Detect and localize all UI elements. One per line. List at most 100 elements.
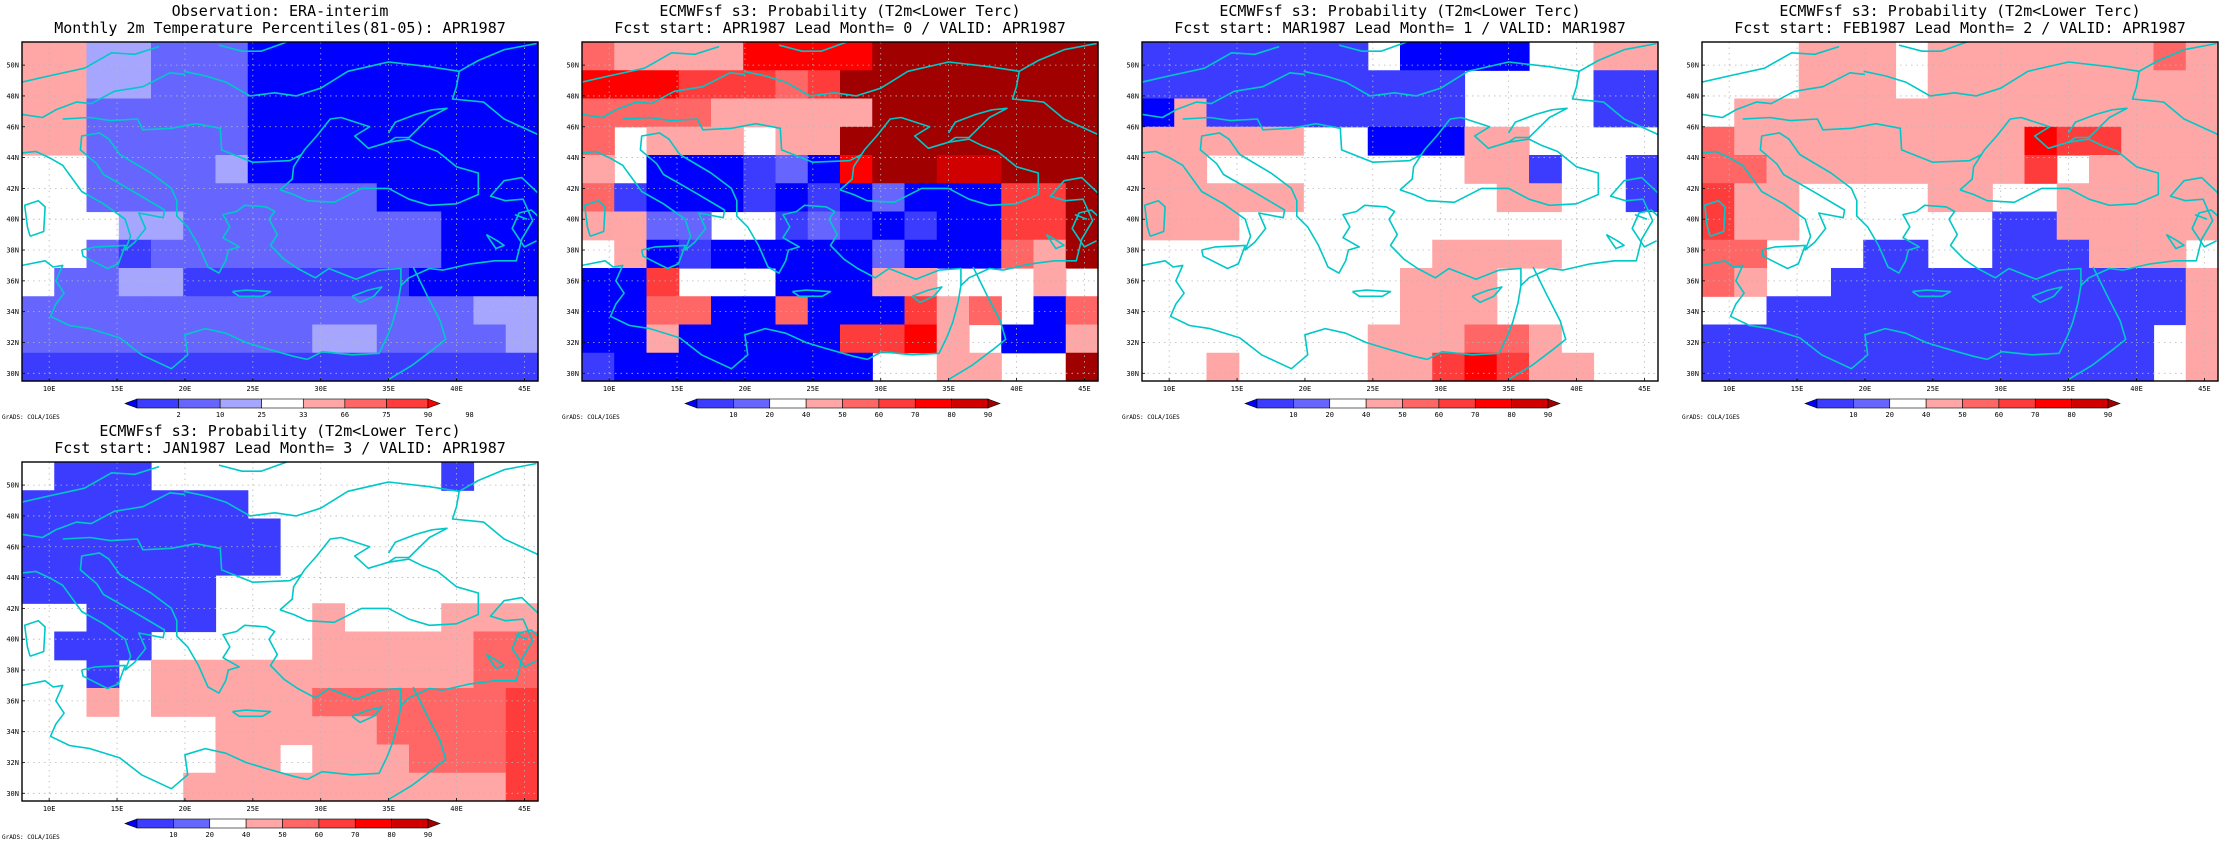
coastlines [582, 42, 1098, 381]
grid-cell [1831, 126, 1864, 156]
grid-cell [86, 462, 120, 491]
grid-cell [1432, 98, 1466, 128]
legend-label: 20 [1326, 411, 1334, 419]
lon-tick-label: 10E [43, 385, 56, 393]
grid-cell [118, 126, 152, 156]
grid-cell [376, 239, 410, 269]
grid-cell [312, 324, 346, 354]
grid-cell [614, 183, 648, 213]
grid-cell [1142, 42, 1175, 71]
grid-cell [840, 324, 873, 354]
grid-cell [376, 631, 410, 661]
lat-tick-label: 34N [6, 728, 19, 736]
grid-cell [1432, 70, 1466, 100]
grid-cell [183, 296, 217, 326]
grid-cell [2089, 98, 2122, 128]
grid-cell [183, 324, 217, 354]
grid-cell [1033, 126, 1067, 156]
grid-cell [215, 744, 249, 774]
lon-tick-label: 25E [1927, 385, 1940, 393]
lat-tick-label: 42N [6, 605, 19, 613]
legend-swatch [1438, 398, 1476, 409]
grid-cell [344, 744, 378, 774]
grid-cell [312, 603, 346, 633]
grid-cell [936, 42, 970, 71]
legend-swatch [1547, 398, 1561, 409]
lon-tick-label: 30E [314, 385, 327, 393]
coastlines [1142, 42, 1658, 381]
grid-cell [473, 688, 507, 717]
lat-tick-label: 32N [6, 759, 19, 767]
grid-cell [646, 268, 680, 297]
lat-tick-label: 50N [6, 62, 19, 70]
grid-cell [1033, 324, 1067, 354]
grid-cell [2185, 352, 2219, 382]
grid-cell [614, 239, 648, 269]
grid-cell [1001, 211, 1035, 241]
grid-cell [711, 70, 744, 100]
grid-cell [409, 98, 442, 128]
grid-cell [376, 659, 410, 689]
grid-cell [183, 126, 217, 156]
lon-tick-label: 40E [2130, 385, 2143, 393]
lon-tick-label: 30E [874, 385, 887, 393]
grid-cell [1400, 296, 1433, 326]
grid-cell [2121, 211, 2155, 241]
grid-cell [344, 352, 378, 382]
legend-swatch [987, 398, 1001, 409]
grid-cell [344, 716, 378, 746]
grid-cell [1432, 352, 1466, 382]
grid-cell [86, 42, 120, 71]
grid-cell [1174, 42, 1208, 71]
grid-cell [840, 126, 873, 156]
grid-cell [215, 211, 249, 241]
legend-label: 40 [242, 831, 250, 839]
grid-cell [1432, 42, 1466, 71]
grid-cell [2024, 42, 2058, 71]
grid-cell [151, 659, 184, 689]
grid-cell [441, 688, 475, 717]
grid-cell [183, 42, 217, 71]
grid-cell [678, 211, 712, 241]
grid-cell [505, 296, 539, 326]
grid-cell [711, 155, 744, 184]
grid-cell [1174, 155, 1208, 184]
grid-cell [376, 211, 410, 241]
grid-cell [904, 183, 938, 213]
legend-label: 70 [1471, 411, 1479, 419]
legend-label: 33 [299, 411, 307, 419]
grid-cell [1625, 98, 1659, 128]
grid-cell [183, 518, 217, 548]
grid-cell [376, 42, 410, 71]
grid-cell [1206, 352, 1240, 382]
grid-cell [1831, 155, 1864, 184]
lon-tick-label: 25E [807, 385, 820, 393]
grid-cell [1065, 211, 1099, 241]
grid-cell [1529, 239, 1562, 269]
legend-swatch [1889, 398, 1927, 409]
legend-swatch [219, 398, 263, 409]
credit: GrADS: COLA/IGES [1122, 414, 1180, 421]
grid-cell [1238, 98, 1272, 128]
grid-cell [2024, 98, 2058, 128]
lon-tick-label: 10E [43, 805, 56, 813]
grid-cell [2089, 70, 2122, 100]
grid-cell [344, 70, 378, 100]
grid-cell [872, 324, 906, 354]
grid-cell [1303, 42, 1337, 71]
grid-cell [1895, 352, 1929, 382]
graticule [1702, 42, 2218, 381]
grid-cell [54, 462, 88, 491]
grid-cell [344, 296, 378, 326]
grid-cell [183, 772, 217, 802]
grid-cell [1593, 98, 1627, 128]
grid-cell [118, 155, 152, 184]
grid-cell [2121, 352, 2155, 382]
grid-cell [151, 155, 184, 184]
grid-cell [1464, 352, 1498, 382]
grid-cell [1992, 211, 2026, 241]
lat-tick-label: 42N [1686, 185, 1699, 193]
lat-tick-label: 44N [6, 154, 19, 162]
grid-cell [743, 155, 777, 184]
grid-cell [614, 70, 648, 100]
